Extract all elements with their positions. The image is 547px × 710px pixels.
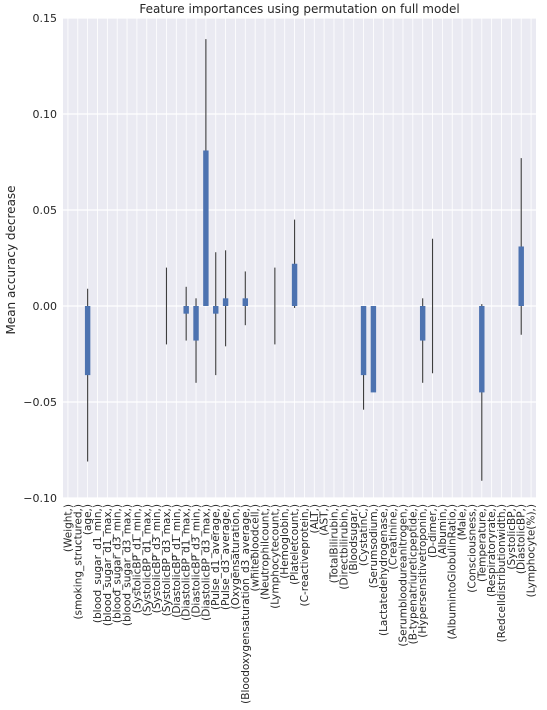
x-tick-label: (SystolicBP_d3_max,)	[161, 504, 173, 616]
x-tick-label: (blood_sugar_d1_min,)	[92, 504, 104, 623]
plot-area: −0.10 −0.05 0.00 0.05 0.10 0.15 (Weight,)(smok…	[23, 12, 537, 704]
x-tick-label: (SystolicBP_d1_min,)	[131, 504, 143, 613]
x-tick-label: (smoking_structured,)	[72, 504, 84, 620]
x-tick-label: (Temperature,)	[476, 504, 488, 582]
x-tick-label: (Serumbloodureanitrogen,)	[398, 504, 410, 647]
bar	[193, 306, 199, 341]
y-tick-label: −0.10	[23, 492, 57, 505]
x-tick-label: (C-reactiveprotein,)	[299, 504, 311, 606]
x-tick-label: (whitebloodcell,)	[250, 504, 262, 591]
x-tick-label: (AST,)	[319, 504, 331, 536]
x-tick-label: (Respiratoryrate,)	[486, 504, 498, 597]
x-tick-label: (TotalBilirubin,)	[329, 504, 341, 583]
bar	[479, 306, 485, 393]
bar	[213, 306, 219, 314]
x-tick-label: (Directbilirubin,)	[338, 504, 350, 590]
bar	[419, 306, 426, 341]
plot-background	[63, 18, 536, 498]
x-tick-label: (Lactatedehydrogenase,)	[378, 504, 390, 636]
x-tick-label: (Hemoglobin,)	[279, 504, 291, 579]
x-tick-label: (Bloodsugar,)	[348, 504, 360, 575]
bar	[360, 306, 367, 376]
y-tick-label: 0.15	[33, 12, 58, 25]
x-tick-label: (Serumsodium,)	[368, 504, 380, 588]
x-tick-label: (blood_sugar_d1_max,)	[102, 504, 114, 626]
x-tick-label: (DiastolicBP_d1_min,)	[171, 504, 183, 618]
bar	[242, 298, 249, 306]
x-tick-label: (CystatinC,)	[358, 504, 370, 566]
x-tick-label: (Creatinine,)	[388, 504, 400, 570]
y-axis-label: Mean accuracy decrease	[4, 185, 18, 334]
x-tick-label: (blood_sugar_d3_min,)	[112, 504, 124, 623]
x-tick-label: (SystolicBP_d1_max,)	[141, 504, 153, 616]
y-tick-label: 0.10	[33, 108, 58, 121]
bar	[203, 150, 209, 306]
bar	[183, 306, 189, 314]
x-tick-label: (Bloodoxygensaturation_d3_average,)	[240, 504, 252, 704]
x-tick-label: (DiastolicBP_d1_max,)	[181, 504, 193, 621]
y-tick-label: 0.00	[33, 300, 58, 313]
x-tick-label: (Pulse_d3_average,)	[220, 504, 232, 610]
x-tick-label: (Neutrophilcount,)	[260, 504, 272, 600]
x-tick-label: (AlbumintoGlobulinRatio,)	[447, 504, 459, 640]
x-tick-label: (Consciousness,)	[466, 504, 478, 593]
x-tick-label: (DiastolicBP_d3_max,)	[200, 504, 212, 621]
bar	[291, 263, 298, 306]
x-tick-label: (Plateletcount,)	[289, 504, 301, 585]
x-tick-label: (Lymphocytecount,)	[269, 504, 281, 609]
x-tick-label: (DiastolicBP_d3_min,)	[191, 504, 203, 618]
x-tick-label: (Hypersensitivetroponin,)	[417, 504, 429, 638]
x-tick-label: (Male,)	[457, 504, 469, 540]
x-tick-label: (D-dimer,)	[427, 504, 439, 558]
x-tick-label: (Pulse_d1_average,)	[210, 504, 222, 610]
x-tick-label: (DiastolicBP,)	[516, 504, 528, 574]
bar	[84, 306, 91, 376]
x-tick-label: (Redcelldistributionwidth,)	[496, 504, 508, 642]
bar	[370, 306, 377, 393]
x-tick-label: (ALT,)	[309, 504, 321, 534]
y-tick-label: 0.05	[33, 204, 58, 217]
x-tick-label: (SystolicBP_d3_min,)	[151, 504, 163, 613]
x-tick-label: (Albumin,)	[437, 504, 449, 559]
x-tick-label: (B-typenatriureticpeptide,)	[407, 504, 419, 644]
x-tick-label: (blood_sugar_d3_max,)	[122, 504, 134, 626]
x-tick-label: (Oxygensaturation,)	[230, 504, 242, 610]
x-tick-label: (age,)	[82, 504, 94, 535]
x-tick-label: (Lymphocyte(%),)	[526, 504, 538, 597]
x-tick-label: (SystolicBP,)	[506, 504, 518, 570]
x-tick-label: (Weight,)	[62, 504, 74, 552]
bar	[222, 298, 229, 306]
chart-title: Feature importances using permutation on…	[139, 2, 459, 16]
bar	[518, 246, 524, 306]
y-tick-label: −0.05	[23, 396, 57, 409]
